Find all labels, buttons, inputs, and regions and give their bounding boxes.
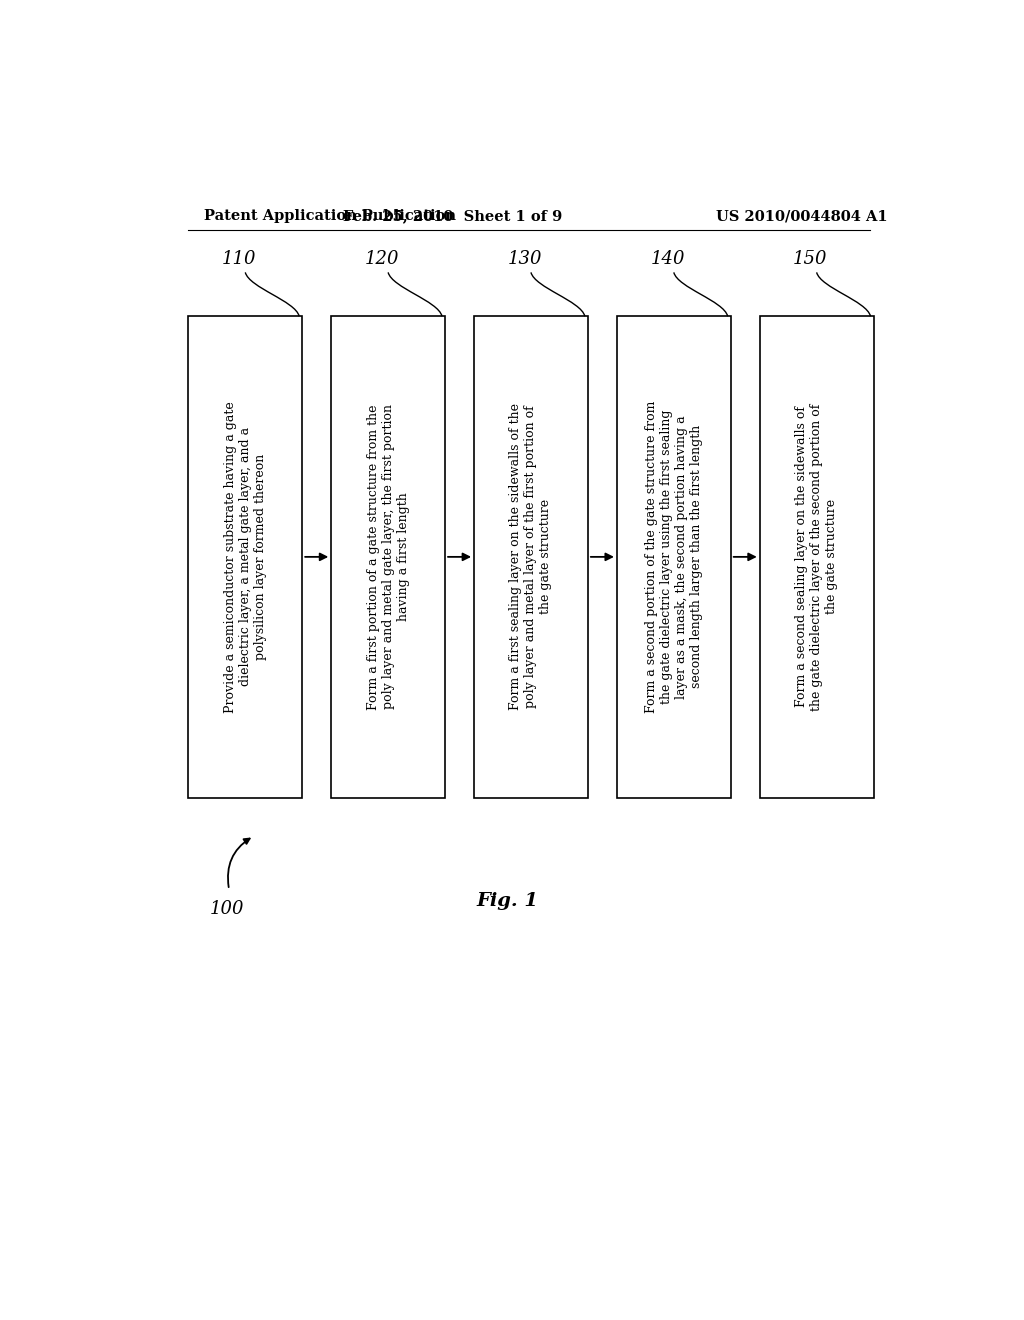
Text: Provide a semiconductor substrate having a gate
dielectric layer, a metal gate l: Provide a semiconductor substrate having…: [224, 401, 267, 713]
Bar: [616, 317, 731, 797]
Text: Form a first portion of a gate structure from the
poly layer and metal gate laye: Form a first portion of a gate structure…: [367, 404, 410, 710]
Text: Patent Application Publication: Patent Application Publication: [204, 209, 456, 223]
Bar: [474, 317, 588, 797]
Bar: [760, 317, 873, 797]
Text: Form a second portion of the gate structure from
the gate dielectric layer using: Form a second portion of the gate struct…: [645, 401, 702, 713]
Text: 100: 100: [210, 900, 245, 919]
Text: 110: 110: [222, 249, 256, 268]
Text: 130: 130: [508, 249, 542, 268]
Text: Form a first sealing layer on the sidewalls of the
poly layer and metal layer of: Form a first sealing layer on the sidewa…: [510, 404, 553, 710]
Bar: [188, 317, 302, 797]
Text: 150: 150: [794, 249, 827, 268]
Text: 120: 120: [365, 249, 399, 268]
Text: Feb. 25, 2010  Sheet 1 of 9: Feb. 25, 2010 Sheet 1 of 9: [343, 209, 562, 223]
Text: Fig. 1: Fig. 1: [477, 892, 539, 911]
Text: Form a second sealing layer on the sidewalls of
the gate dielectric layer of the: Form a second sealing layer on the sidew…: [795, 403, 838, 710]
Text: US 2010/0044804 A1: US 2010/0044804 A1: [716, 209, 888, 223]
Text: 140: 140: [650, 249, 685, 268]
Bar: [331, 317, 445, 797]
